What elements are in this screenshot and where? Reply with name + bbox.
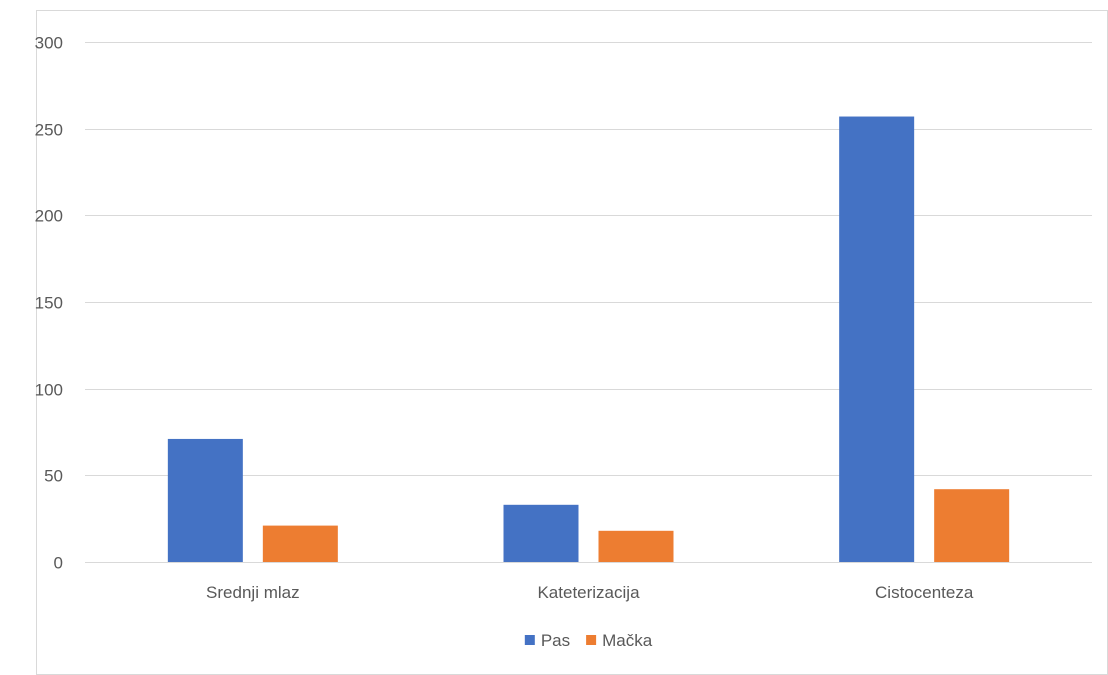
y-tick-label-0: 0 — [54, 554, 63, 573]
legend-item-pas: Pas — [524, 631, 570, 650]
legend-label: Mačka — [602, 631, 653, 650]
y-axis-tick-labels: 0 50 100 150 200 250 300 — [35, 34, 63, 573]
legend-swatch — [524, 635, 535, 645]
x-tick-label: Kateterizacija — [537, 583, 640, 602]
y-tick-label-200: 200 — [35, 207, 63, 226]
chart-border — [36, 10, 1108, 675]
y-tick-label-50: 50 — [44, 467, 63, 486]
x-axis-tick-labels: Srednji mlaz Kateterizacija Cistocenteza — [206, 583, 974, 602]
y-tick-label-250: 250 — [35, 121, 63, 140]
bar-kateterizacija-mačka — [598, 530, 674, 562]
bar-srednji-mlaz-mačka — [262, 525, 338, 562]
bar-srednji-mlaz-pas — [167, 438, 243, 562]
y-tick-label-100: 100 — [35, 381, 63, 400]
bar-cistocenteza-pas — [839, 116, 915, 563]
legend-item-mačka: Mačka — [586, 631, 653, 650]
bar-cistocenteza-mačka — [934, 489, 1010, 562]
legend: Pas Mačka — [524, 631, 653, 650]
bar-kateterizacija-pas — [503, 504, 579, 562]
legend-label: Pas — [541, 631, 570, 650]
legend-swatch — [586, 635, 597, 645]
y-tick-label-150: 150 — [35, 294, 63, 313]
x-tick-label: Srednji mlaz — [206, 583, 300, 602]
y-tick-label-300: 300 — [35, 34, 63, 53]
gridlines — [85, 42, 1092, 476]
x-tick-label: Cistocenteza — [875, 583, 974, 602]
bars — [167, 116, 1010, 563]
